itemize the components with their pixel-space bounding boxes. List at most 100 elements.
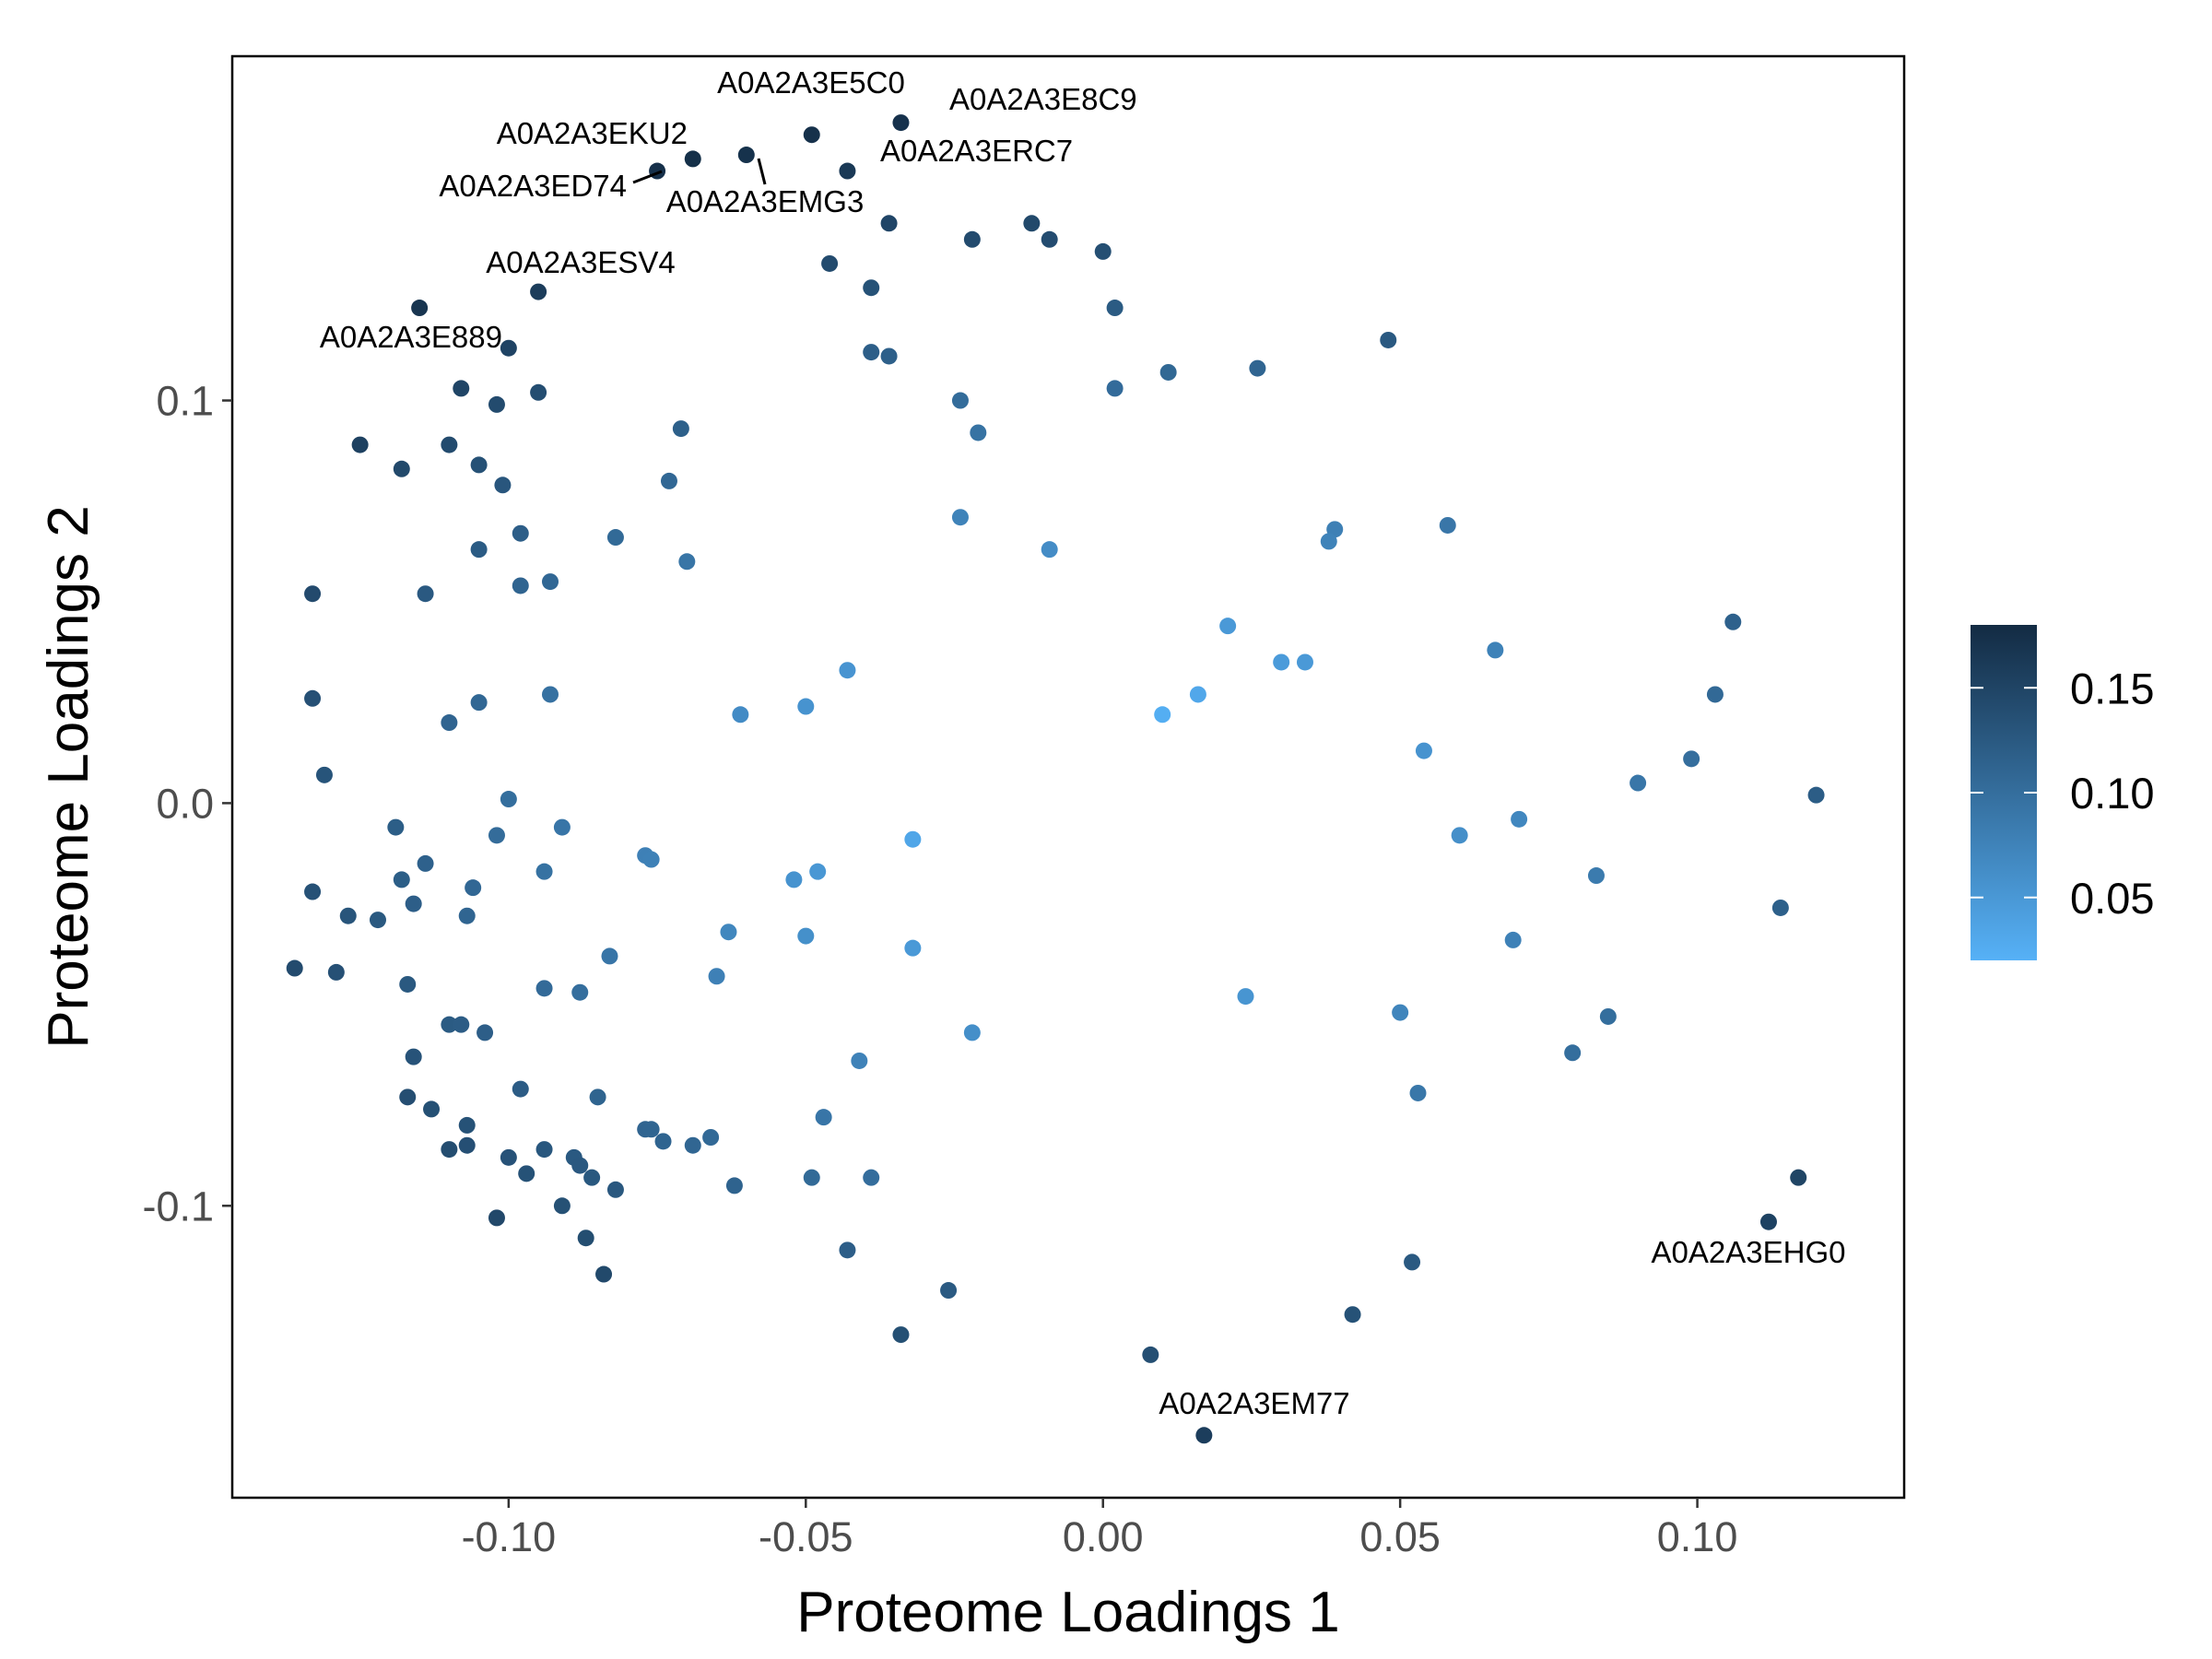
point-label: A0A2A3EMG3: [666, 184, 865, 218]
data-point: [535, 1141, 553, 1159]
data-point: [470, 456, 488, 474]
data-point: [488, 1209, 505, 1227]
data-point: [465, 879, 482, 897]
data-point: [1237, 988, 1254, 1006]
data-point: [304, 689, 322, 707]
x-tick-label: 0.00: [1063, 1513, 1144, 1560]
data-point: [1041, 230, 1058, 248]
data-point: [1771, 899, 1789, 916]
data-point: [892, 114, 910, 132]
point-label: A0A2A3ERC7: [880, 134, 1073, 168]
data-point: [1724, 613, 1742, 630]
data-point: [286, 959, 303, 977]
data-point: [863, 279, 880, 297]
data-point: [500, 1148, 517, 1166]
data-point: [1023, 215, 1041, 232]
data-point: [453, 1016, 470, 1033]
data-point: [892, 1326, 910, 1344]
data-point: [470, 694, 488, 712]
data-point: [571, 983, 589, 1001]
data-point: [1706, 686, 1724, 703]
data-point: [500, 791, 517, 808]
data-point: [441, 714, 458, 732]
data-point: [1504, 931, 1522, 948]
colorbar-tick-label: 0.10: [2070, 769, 2154, 818]
data-point: [684, 150, 701, 168]
data-point: [304, 585, 322, 603]
data-point: [1219, 618, 1237, 635]
point-label: A0A2A3E8C9: [949, 82, 1137, 116]
data-point: [441, 436, 458, 453]
data-point: [1296, 653, 1313, 671]
data-point: [821, 254, 839, 272]
data-point: [1195, 1427, 1213, 1444]
data-point: [500, 339, 517, 357]
data-point: [399, 975, 417, 993]
data-point: [1511, 810, 1528, 828]
data-point: [1409, 1084, 1427, 1101]
data-point: [1487, 641, 1504, 659]
colorbar-tick-label: 0.05: [2070, 874, 2154, 923]
data-point: [1320, 533, 1337, 550]
data-point: [951, 392, 969, 409]
data-point: [1451, 827, 1468, 844]
data-point: [1807, 786, 1825, 804]
x-tick-label: 0.05: [1359, 1513, 1441, 1560]
data-point: [351, 436, 369, 453]
data-point: [1249, 359, 1266, 377]
data-point: [815, 1109, 832, 1126]
data-point: [477, 1024, 494, 1041]
data-point: [1380, 331, 1397, 348]
data-point: [393, 460, 410, 477]
data-point: [904, 939, 922, 957]
data-point: [1344, 1306, 1361, 1324]
data-point: [453, 380, 470, 397]
data-point: [488, 827, 505, 844]
data-point: [1415, 742, 1432, 759]
x-axis-title: Proteome Loadings 1: [796, 1581, 1339, 1644]
data-point: [672, 420, 689, 438]
data-point: [458, 1136, 476, 1154]
data-point: [684, 1136, 701, 1154]
data-point: [1094, 242, 1112, 260]
data-point: [963, 230, 981, 248]
data-point: [970, 424, 987, 441]
data-point: [369, 912, 386, 929]
data-point: [315, 766, 333, 783]
data-point: [797, 927, 815, 945]
data-point: [1106, 300, 1124, 317]
data-point: [601, 947, 618, 965]
data-point: [737, 147, 755, 164]
point-label: A0A2A3ED74: [439, 169, 627, 203]
data-point: [880, 347, 898, 365]
data-point: [1273, 653, 1290, 671]
data-point: [494, 477, 512, 494]
point-label: A0A2A3ESV4: [486, 245, 675, 279]
x-tick-label: -0.05: [759, 1513, 853, 1560]
data-point: [553, 1197, 571, 1215]
data-point: [654, 1133, 672, 1150]
data-point: [405, 1048, 422, 1065]
data-point: [678, 553, 696, 571]
data-point: [732, 706, 749, 724]
data-point: [720, 924, 737, 941]
label-leader-line: [632, 170, 663, 184]
data-point: [660, 472, 677, 489]
data-point: [535, 980, 553, 997]
data-point: [1041, 541, 1058, 559]
data-point: [530, 383, 547, 401]
data-point: [1106, 380, 1124, 397]
data-point: [441, 1016, 458, 1033]
data-point: [803, 1169, 820, 1186]
data-point: [577, 1230, 594, 1247]
colorbar-tick-label: 0.15: [2070, 664, 2154, 712]
x-tick-label: 0.10: [1657, 1513, 1738, 1560]
data-point: [411, 300, 429, 317]
data-point: [470, 541, 488, 559]
data-point: [797, 698, 815, 715]
data-point: [327, 963, 345, 981]
data-point: [512, 1080, 529, 1098]
data-point: [809, 863, 827, 880]
data-point: [1683, 750, 1700, 768]
data-point: [839, 662, 856, 679]
